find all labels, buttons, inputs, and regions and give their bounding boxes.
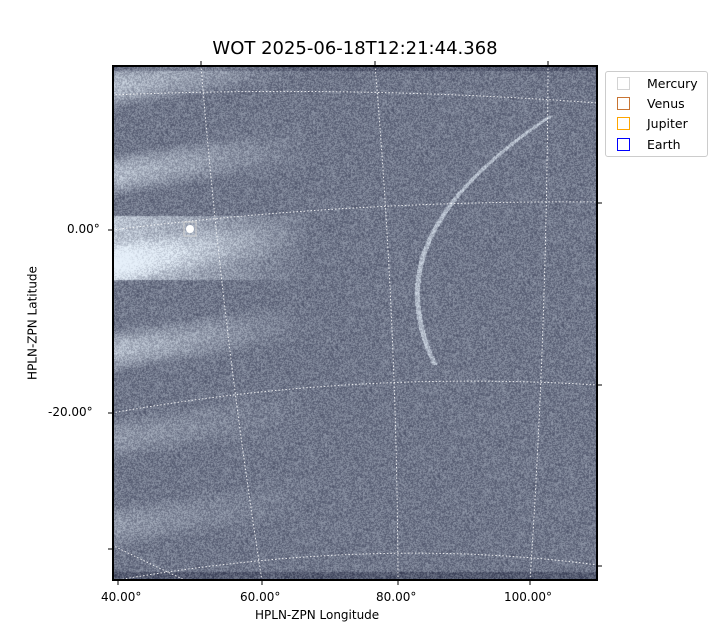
legend-swatch [617,96,630,110]
legend-item-jupiter: Jupiter [617,113,688,133]
legend-item-venus: Venus [617,93,685,113]
coordinate-grid [112,65,598,581]
x-tick-label: 80.00° [376,590,417,604]
grid-lat-20 [112,90,598,104]
mercury-marker [183,221,197,237]
legend-label: Earth [647,136,681,152]
chart-title: WOT 2025-06-18T12:21:44.368 [212,38,498,59]
image-plot-area [112,65,598,581]
legend: Mercury Venus Jupiter Earth [605,71,708,157]
x-tick-label: 100.00° [504,590,552,604]
heliospheric-image [112,65,598,581]
legend-label: Jupiter [647,115,688,131]
grid-lon-100 [529,65,549,581]
y-tick-label: -20.00° [48,405,93,419]
grid-lat-m20 [112,380,598,414]
legend-label: Mercury [647,75,698,91]
x-tick-label: 60.00° [240,590,281,604]
legend-item-mercury: Mercury [617,73,698,93]
grid-lon-80 [374,65,399,581]
grid-lat-m40 [112,552,598,581]
legend-label: Venus [647,95,685,111]
x-tick-label: 40.00° [101,590,142,604]
x-axis-label: HPLN-ZPN Longitude [255,608,380,622]
legend-swatch [617,76,630,90]
grid-lon-60 [200,65,263,581]
grid-lat-0 [112,201,598,231]
legend-item-earth: Earth [617,134,681,154]
legend-swatch [617,116,630,130]
y-axis-label: HPLN-ZPN Latitude [25,266,40,380]
legend-swatch [617,137,630,151]
y-tick-label: 0.00° [67,222,100,236]
grid-lon-40 [112,544,188,581]
